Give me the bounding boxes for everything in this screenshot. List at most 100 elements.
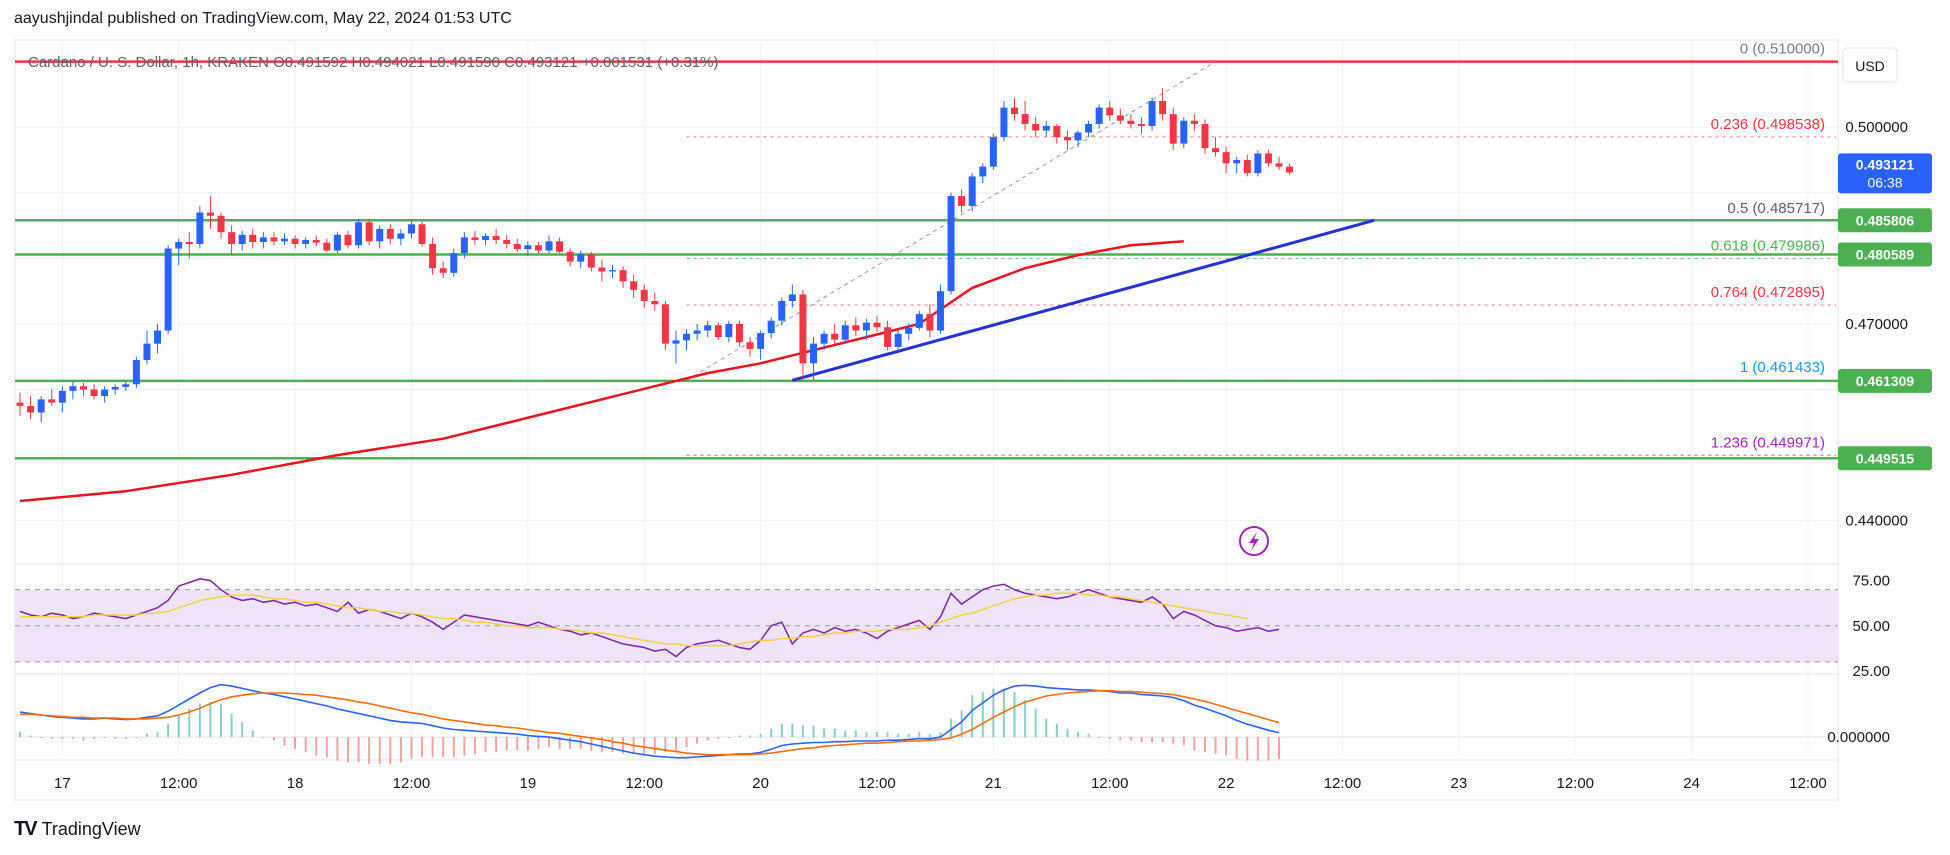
candle-body	[111, 386, 119, 390]
level-price-label: 0.449515	[1856, 450, 1915, 466]
candle	[492, 228, 500, 244]
candle	[90, 384, 98, 400]
candle	[820, 330, 828, 351]
candle-body	[323, 242, 331, 251]
macd-histogram-bar	[907, 733, 910, 738]
candle-body	[989, 137, 997, 167]
candle-body	[936, 291, 944, 331]
candle	[1148, 97, 1156, 131]
macd-histogram-bar	[1119, 737, 1122, 741]
macd-histogram-bar	[548, 737, 550, 748]
level-price-tag	[1838, 368, 1932, 393]
axes: 17 12:00 18 12:00 19 12:00 20 12:00 21 12:00 22 12:…	[54, 47, 1932, 792]
last-price-tag	[1838, 153, 1932, 194]
macd-histogram-bar	[643, 737, 646, 754]
macd-histogram-bar	[61, 737, 64, 739]
candle-body	[1148, 101, 1156, 126]
macd-histogram-bar	[198, 703, 201, 738]
macd-histogram-bar	[410, 737, 413, 759]
x-tick-label: 12:00	[1789, 775, 1827, 792]
candle-body	[228, 232, 236, 244]
candle-body	[672, 340, 680, 344]
candle-body	[291, 238, 299, 244]
candle-body	[630, 281, 638, 290]
candle-body	[217, 215, 225, 233]
macd-histogram-bar	[823, 728, 826, 738]
candle-body	[661, 304, 669, 344]
candle	[16, 392, 24, 416]
candle-body	[450, 253, 458, 273]
x-tick-label: 12:00	[160, 775, 198, 792]
candle	[439, 261, 447, 279]
candle-body	[48, 399, 56, 403]
candle-body	[492, 236, 500, 241]
macd-histogram-bar	[1278, 737, 1281, 759]
candle	[757, 330, 765, 361]
candle	[810, 337, 817, 380]
macd-histogram-bar	[1013, 691, 1016, 738]
fib-level-label: 0.618 (0.479986)	[1711, 237, 1825, 254]
candle	[1116, 108, 1124, 124]
candle	[238, 230, 246, 251]
macd-histogram-bar	[167, 723, 170, 738]
macd-histogram-bar	[93, 737, 96, 739]
macd-histogram-bar	[1034, 708, 1037, 738]
horizontal-levels: 0.485806 0.480589 0.461309 0.449515	[15, 60, 1932, 471]
level-price-label: 0.480589	[1856, 247, 1915, 263]
candle-body	[958, 196, 966, 206]
candle-body	[1137, 123, 1145, 126]
candle	[704, 320, 712, 338]
macd-histogram-bar	[378, 737, 381, 764]
candle	[968, 173, 976, 212]
candle-body	[746, 342, 754, 349]
candle-body	[376, 228, 384, 242]
macd-histogram-bar	[918, 732, 921, 738]
candle	[196, 205, 204, 249]
candle	[206, 196, 214, 229]
macd-histogram-bar	[431, 737, 434, 758]
candle	[989, 133, 997, 170]
candle	[418, 221, 426, 247]
macd-histogram-bar	[1161, 737, 1164, 743]
macd-histogram-bar	[1267, 737, 1270, 761]
macd-histogram-bar	[399, 737, 402, 763]
macd-histogram-bar	[1203, 737, 1206, 753]
macd-histogram-bar	[981, 691, 984, 738]
candle-body	[651, 301, 659, 305]
fib-level-label: 0.5 (0.485717)	[1727, 200, 1825, 217]
candle-body	[788, 294, 796, 301]
candle	[947, 192, 955, 295]
x-tick-label: 17	[54, 775, 71, 792]
tradingview-logo[interactable]: TV TradingView	[14, 818, 141, 841]
macd-histogram-bar	[177, 715, 180, 738]
fib-diagonal	[686, 61, 1216, 381]
price-tick-label: 0.470000	[1845, 316, 1908, 333]
macd-histogram-bar	[812, 725, 815, 738]
tradingview-logo-icon: TV	[14, 818, 38, 840]
macd-histogram-bar	[791, 723, 794, 738]
level-price-tag	[1838, 242, 1932, 267]
trendline-line	[791, 218, 1375, 382]
macd-histogram-bar	[209, 701, 212, 738]
candle	[1201, 119, 1209, 154]
macd-histogram-bar	[738, 735, 741, 738]
level-price-tag	[1838, 446, 1932, 471]
candle-body	[545, 241, 553, 251]
candle	[513, 238, 521, 252]
candle	[111, 384, 119, 395]
candle	[79, 382, 87, 397]
candle-body	[259, 237, 267, 242]
macd-histogram-bar	[992, 688, 995, 738]
macd-histogram-bar	[622, 737, 625, 754]
candle	[312, 235, 320, 247]
candle	[333, 232, 341, 254]
candle-body	[1243, 160, 1251, 174]
candle	[862, 318, 870, 340]
macd-histogram-bar	[315, 737, 318, 756]
macd-histogram-bar	[727, 737, 730, 739]
candle	[683, 329, 691, 351]
candle-body	[873, 322, 881, 328]
candle	[958, 189, 966, 213]
candle	[767, 317, 775, 339]
